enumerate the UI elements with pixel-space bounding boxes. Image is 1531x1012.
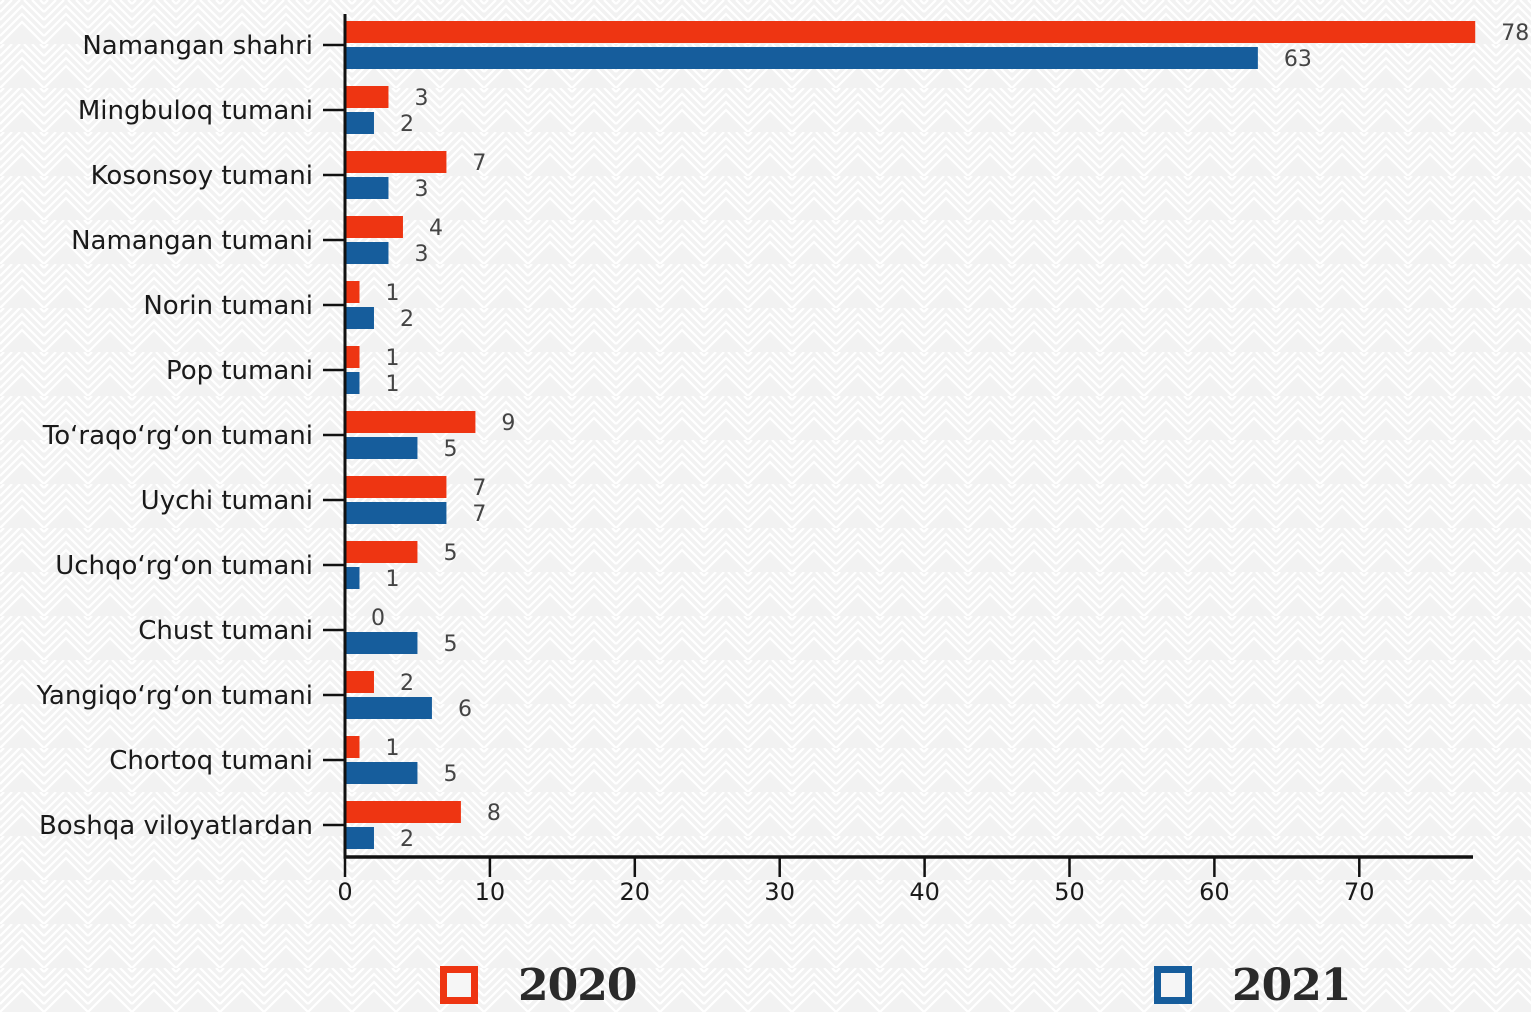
data-label-2021: 1 <box>385 372 399 397</box>
bar-2020 <box>345 541 418 563</box>
bar-2020 <box>345 476 447 498</box>
bar-2020 <box>345 671 374 693</box>
data-label-2020: 3 <box>414 86 428 111</box>
bar-2020 <box>345 346 360 368</box>
category-label: Namangan tumani <box>71 226 313 256</box>
data-label-2020: 78 <box>1501 21 1529 46</box>
bar-2021 <box>345 762 418 784</box>
bar-2020 <box>345 216 403 238</box>
bar-2020 <box>345 801 461 823</box>
chart-axes: Namangan shahri Mingbuloq tumani Kosonsoy … <box>36 14 1473 906</box>
data-label-2021: 63 <box>1284 47 1312 72</box>
bar-2021 <box>345 567 360 589</box>
data-label-2021: 5 <box>443 437 457 462</box>
bar-2021 <box>345 242 389 264</box>
category-label: Norin tumani <box>143 291 313 321</box>
data-label-2020: 8 <box>487 801 501 826</box>
category-label: Uychi tumani <box>141 486 313 516</box>
data-label-2020: 2 <box>400 671 414 696</box>
category-label: Namangan shahri <box>82 31 313 61</box>
data-label-2021: 2 <box>400 827 414 852</box>
data-label-2021: 2 <box>400 112 414 137</box>
data-label-2020: 1 <box>385 736 399 761</box>
data-label-2020: 0 <box>371 606 385 631</box>
category-label: Chust tumani <box>138 616 313 646</box>
data-label-2020: 4 <box>429 216 443 241</box>
category-label: Chortoq tumani <box>109 746 313 776</box>
bar-2021 <box>345 827 374 849</box>
data-label-2021: 6 <box>458 697 472 722</box>
bar-2021 <box>345 697 432 719</box>
bar-2021 <box>345 437 418 459</box>
data-label-2021: 7 <box>472 502 486 527</box>
bar-2020 <box>345 151 447 173</box>
category-label: Boshqa viloyatlardan <box>39 811 313 841</box>
category-label: Uchqo‘rg‘on tumani <box>55 551 313 581</box>
bar-2021 <box>345 372 360 394</box>
legend-item-2021: 2021 <box>1154 958 1351 1012</box>
bar-2021 <box>345 177 389 199</box>
data-label-2021: 5 <box>443 762 457 787</box>
x-tick-label: 30 <box>764 878 795 906</box>
legend-item-2020: 2020 <box>440 958 637 1012</box>
data-label-2020: 7 <box>472 476 486 501</box>
x-tick-label: 70 <box>1344 878 1375 906</box>
data-label-2021: 2 <box>400 307 414 332</box>
data-label-2020: 9 <box>501 411 515 436</box>
data-label-2020: 1 <box>385 281 399 306</box>
bar-2020 <box>345 411 476 433</box>
category-label: Pop tumani <box>166 356 313 386</box>
bar-2020 <box>345 736 360 758</box>
legend-swatch-2020 <box>440 966 478 1004</box>
data-label-2021: 3 <box>414 177 428 202</box>
data-label-2020: 1 <box>385 346 399 371</box>
bar-2020 <box>345 281 360 303</box>
bar-2021 <box>345 47 1258 69</box>
category-label: Kosonsoy tumani <box>91 161 313 191</box>
x-tick-label: 20 <box>620 878 651 906</box>
category-label: Yangiqo‘rg‘on tumani <box>36 681 313 711</box>
bar-2020 <box>345 21 1476 43</box>
data-label-2021: 3 <box>414 242 428 267</box>
data-label-2020: 7 <box>472 151 486 176</box>
x-tick-label: 40 <box>909 878 940 906</box>
data-label-2020: 5 <box>443 541 457 566</box>
legend-label-2021: 2021 <box>1232 959 1351 1011</box>
bar-2021 <box>345 112 374 134</box>
legend-label-2020: 2020 <box>518 959 637 1011</box>
bar-2021 <box>345 502 447 524</box>
bar-2020 <box>345 86 389 108</box>
data-label-2021: 1 <box>385 567 399 592</box>
data-label-2021: 5 <box>443 632 457 657</box>
bar-2021 <box>345 632 418 654</box>
category-label: To‘raqo‘rg‘on tumani <box>42 421 313 451</box>
legend-swatch-2021 <box>1154 966 1192 1004</box>
x-tick-label: 0 <box>337 878 352 906</box>
x-tick-label: 60 <box>1199 878 1230 906</box>
bar-2021 <box>345 307 374 329</box>
x-tick-label: 50 <box>1054 878 1085 906</box>
x-tick-label: 10 <box>475 878 506 906</box>
category-label: Mingbuloq tumani <box>78 96 313 126</box>
